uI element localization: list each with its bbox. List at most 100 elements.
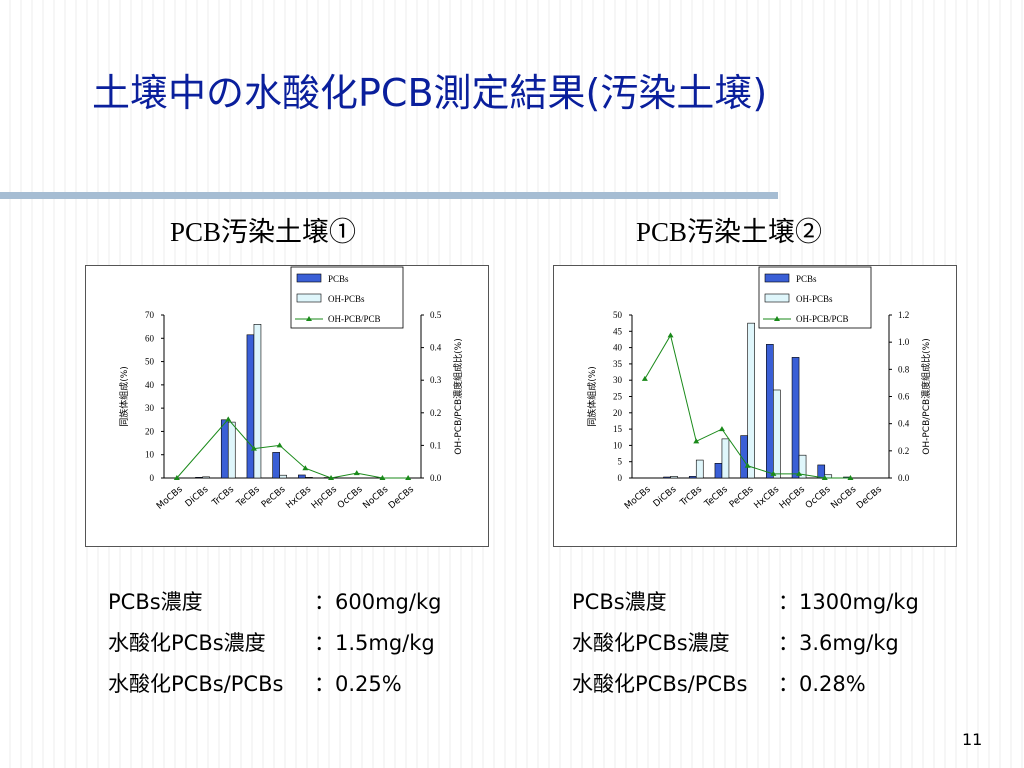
legend-swatch bbox=[764, 293, 790, 303]
summary-2: PCBs濃度 ：1300mg/kg 水酸化PCBs濃度 ：3.6mg/kg 水酸化P… bbox=[572, 582, 919, 705]
bar bbox=[773, 389, 781, 479]
legend-swatch bbox=[296, 293, 322, 303]
title-divider bbox=[0, 192, 778, 199]
series-point bbox=[641, 375, 648, 381]
y-tick-label: 40 bbox=[145, 380, 155, 390]
x-tick-label: PeCBs bbox=[260, 484, 288, 510]
series-point bbox=[328, 475, 335, 480]
bar bbox=[766, 344, 774, 479]
y-tick-label: 40 bbox=[613, 343, 623, 353]
bar bbox=[721, 438, 730, 479]
y-tick-label: 15 bbox=[613, 424, 623, 434]
legend-label: OH-PCBs bbox=[328, 294, 365, 304]
x-tick-label: HpCBs bbox=[310, 484, 339, 511]
y-tick-label: 25 bbox=[613, 392, 623, 402]
bar bbox=[279, 474, 287, 479]
y-tick-label: 30 bbox=[613, 375, 623, 385]
chart-1: 0 10 20 30 40 50 60 70 0.0 0.1 0.2 0.3 0.4 0.5 同族体組成(%… bbox=[85, 265, 489, 547]
series-line bbox=[176, 418, 409, 479]
y2-tick-label: 0.0 bbox=[430, 473, 442, 483]
y-tick-label: 70 bbox=[145, 310, 155, 320]
y2-axis-label: OH-PCB/PCB濃度組成比(%) bbox=[920, 338, 932, 454]
summary-value: ：0.25% bbox=[314, 672, 402, 696]
summary-value: ：1300mg/kg bbox=[778, 590, 919, 614]
y-tick-label: 60 bbox=[145, 333, 155, 343]
y-tick-label: 5 bbox=[618, 457, 623, 467]
legend-label: OH-PCB/PCB bbox=[796, 314, 849, 324]
summary-row: 水酸化PCBs/PCBs ：0.25% bbox=[108, 664, 441, 705]
series-point bbox=[225, 416, 232, 422]
summary-label: PCBs濃度 bbox=[108, 590, 203, 614]
y2-tick-label: 0.6 bbox=[898, 392, 910, 402]
bar bbox=[714, 463, 723, 479]
series-point bbox=[405, 475, 412, 480]
x-tick-label: DeCBs bbox=[387, 484, 416, 511]
chart-1-title: PCB汚染土壌① bbox=[170, 217, 357, 247]
y2-tick-label: 1.0 bbox=[898, 337, 910, 347]
y-tick-label: 45 bbox=[613, 326, 623, 336]
legend-marker bbox=[774, 316, 780, 321]
bar bbox=[253, 324, 262, 479]
bar bbox=[798, 454, 807, 479]
bar bbox=[202, 476, 210, 479]
y2-tick-label: 0.8 bbox=[898, 364, 910, 374]
bar bbox=[195, 477, 203, 479]
y-tick-label: 0 bbox=[150, 473, 155, 483]
bar bbox=[791, 357, 800, 479]
y2-tick-label: 0.1 bbox=[430, 440, 441, 450]
bar bbox=[670, 476, 678, 479]
bar bbox=[272, 452, 280, 479]
series-point bbox=[302, 465, 309, 471]
bar bbox=[220, 419, 229, 479]
x-tick-label: PeCBs bbox=[728, 484, 756, 510]
y2-tick-label: 0.2 bbox=[430, 408, 441, 418]
series-point bbox=[693, 438, 700, 444]
bar bbox=[227, 421, 236, 479]
chart-2-title: PCB汚染土壌② bbox=[636, 217, 823, 247]
summary-value: ：3.6mg/kg bbox=[778, 631, 899, 655]
y-axis-label: 同族体組成(%) bbox=[118, 366, 130, 427]
x-tick-label: MoCBs bbox=[623, 484, 653, 511]
summary-label: 水酸化PCBs濃度 bbox=[108, 631, 266, 655]
bar bbox=[747, 322, 755, 479]
bar bbox=[663, 476, 671, 479]
x-tick-label: MoCBs bbox=[155, 484, 185, 511]
series-point bbox=[821, 475, 828, 480]
bar bbox=[817, 464, 826, 479]
chart-1-svg: 0 10 20 30 40 50 60 70 0.0 0.1 0.2 0.3 0.4 0.5 同族体組成(%… bbox=[118, 266, 464, 512]
bar bbox=[695, 459, 704, 479]
y-tick-label: 20 bbox=[145, 426, 155, 436]
x-tick-label: DiCBs bbox=[184, 484, 211, 509]
y2-tick-label: 1.2 bbox=[898, 310, 909, 320]
x-tick-label: TrCBs bbox=[210, 484, 237, 509]
chart-2-svg: 0 5 10 15 20 25 30 35 40 45 50 0.0 0.2 0.4 0.6 0.8 1.0 1.… bbox=[586, 266, 932, 512]
x-tick-label: NoCBs bbox=[361, 484, 390, 511]
x-tick-label: TrCBs bbox=[678, 484, 705, 509]
y2-axis-label: OH-PCB/PCB濃度組成比(%) bbox=[452, 338, 464, 454]
y2-tick-label: 0.3 bbox=[430, 375, 442, 385]
x-tick-label: DiCBs bbox=[652, 484, 679, 509]
legend-label: PCBs bbox=[328, 274, 349, 284]
x-tick-label: DeCBs bbox=[855, 484, 884, 511]
y2-tick-label: 0.4 bbox=[430, 343, 442, 353]
legend-swatch bbox=[296, 273, 322, 283]
y-tick-label: 30 bbox=[145, 403, 155, 413]
y2-tick-label: 0.2 bbox=[898, 446, 909, 456]
summary-label: PCBs濃度 bbox=[572, 590, 667, 614]
legend-label: OH-PCBs bbox=[796, 294, 833, 304]
legend-marker bbox=[306, 316, 312, 321]
series-point bbox=[770, 470, 777, 476]
y2-tick-label: 0.5 bbox=[430, 310, 442, 320]
series-point bbox=[847, 475, 854, 480]
series-point bbox=[173, 475, 180, 480]
summary-1: PCBs濃度 ：600mg/kg 水酸化PCBs濃度 ：1.5mg/kg 水酸化PC… bbox=[108, 582, 441, 705]
series-point bbox=[276, 442, 283, 448]
summary-row: PCBs濃度 ：600mg/kg bbox=[108, 582, 441, 623]
y-tick-label: 50 bbox=[613, 310, 623, 320]
y2-tick-label: 0.4 bbox=[898, 419, 910, 429]
summary-row: 水酸化PCBs濃度 ：1.5mg/kg bbox=[108, 623, 441, 664]
y-tick-label: 10 bbox=[145, 450, 155, 460]
legend-label: OH-PCB/PCB bbox=[328, 314, 381, 324]
slide-title: 土壌中の水酸化PCB測定結果(汚染土壌) bbox=[92, 71, 768, 115]
x-tick-label: OcCBs bbox=[804, 484, 833, 511]
